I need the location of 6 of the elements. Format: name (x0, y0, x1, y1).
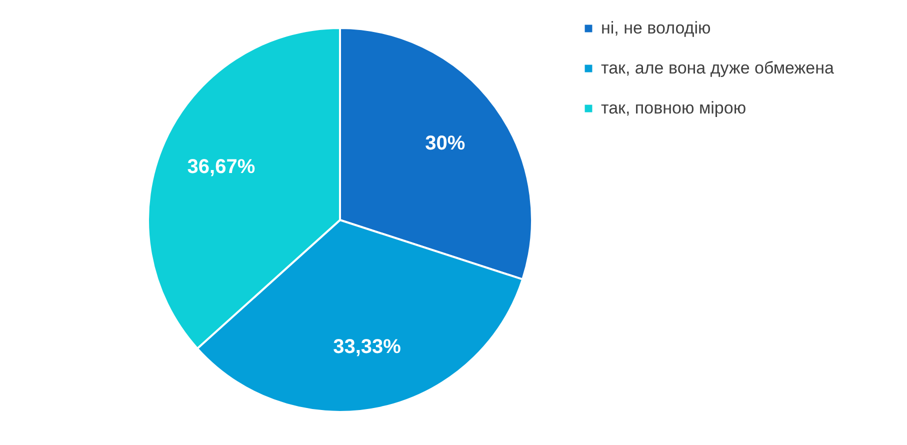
data-label: 33,33% (333, 336, 402, 358)
legend-label: ні, не володію (601, 18, 711, 38)
data-label: 36,67% (187, 156, 256, 178)
data-label: 30% (425, 132, 466, 155)
legend-label: так, але вона дуже обмежена (601, 58, 834, 78)
legend-label: так, повною мірою (601, 98, 746, 118)
